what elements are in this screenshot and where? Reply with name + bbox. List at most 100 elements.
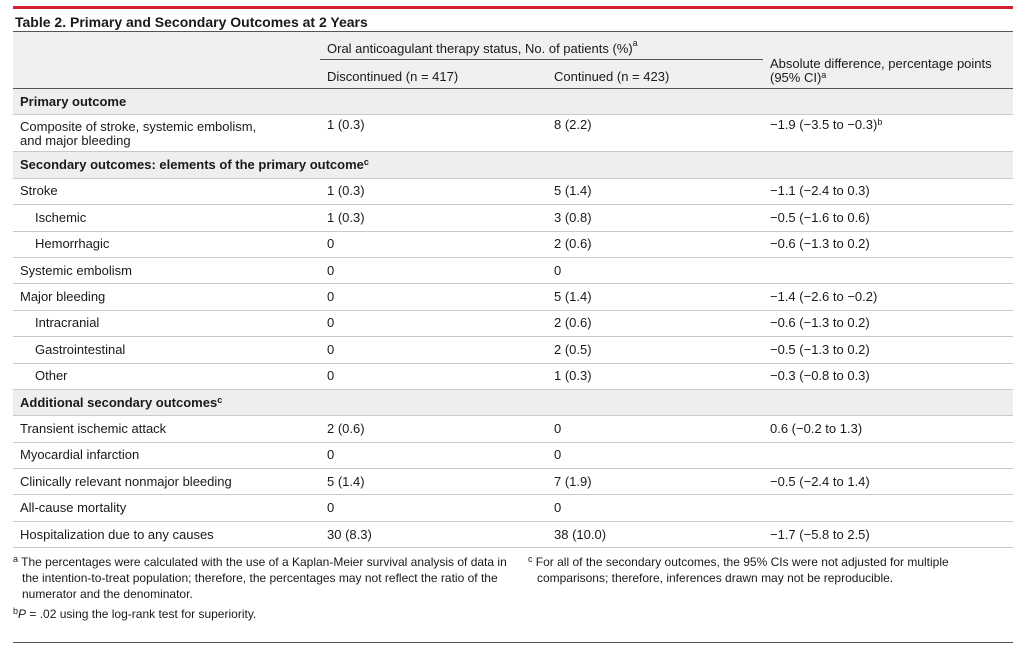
header-continued: Continued (n = 423) [547,59,763,89]
accent-rule [13,6,1013,9]
cell-value: 0 [327,236,335,252]
cell-discontinued: 0 [320,494,547,522]
cell-absolute-difference: −1.1 (−2.4 to 0.3) [763,178,1013,206]
cell-discontinued: 5 (1.4) [320,468,547,496]
cell-value: 1 (0.3) [327,183,365,199]
table-row: Ischemic 1 (0.3) 3 (0.8) −0.5 (−1.6 to 0.6) [13,204,1013,232]
row-label-text: Additional secondary outcomes [20,394,218,410]
table-row: Intracranial 0 2 (0.6) −0.6 (−1.3 to 0.2) [13,310,1013,338]
cell-discontinued: 0 [320,363,547,390]
cell-value: 2 (0.6) [554,236,592,252]
header-absolute-difference: Absolute difference, percentage points (9… [763,32,1013,89]
cell-discontinued: 30 (8.3) [320,521,547,549]
title-divider [13,31,1013,32]
cell-discontinued: 0 [320,310,547,338]
row-label-text: Hemorrhagic [35,236,110,252]
row-label: Additional secondary outcomesc [13,389,1013,417]
row-label-text: Composite of stroke, systemic embolism, [20,119,257,135]
cell-value: 0 [327,447,335,463]
row-label-text-line2: and major bleeding [20,133,131,149]
cell-absolute-difference [763,494,1013,522]
cell-value: −0.5 (−2.4 to 1.4) [770,473,870,489]
cell-value: 0 [554,262,562,278]
footnote-b-mark: b [13,606,19,617]
cell-value: −0.6 (−1.3 to 0.2) [770,236,870,252]
cell-continued: 2 (0.6) [547,231,763,258]
row-label: Ischemic [13,204,320,232]
footnote-a-text: The percentages were calculated with the… [21,555,507,602]
cell-continued: 0 [547,257,763,285]
cell-value: 0 [554,500,562,516]
cell-value: 5 (1.4) [554,183,592,199]
cell-continued: 5 (1.4) [547,283,763,311]
row-label-text: Secondary outcomes: elements of the prim… [20,157,364,173]
row-label-text: Systemic embolism [20,262,132,278]
cell-value: −1.9 (−3.5 to −0.3) [770,117,878,133]
cell-absolute-difference [763,442,1013,470]
table-row: Major bleeding 0 5 (1.4) −1.4 (−2.6 to −0.2… [13,283,1013,311]
cell-continued: 0 [547,415,763,443]
cell-value: 7 (1.9) [554,473,592,489]
row-label: Systemic embolism [13,257,320,285]
cell-value: 0 [327,289,335,305]
cell-absolute-difference: −0.5 (−1.6 to 0.6) [763,204,1013,232]
footnote-b: bP = .02 using the log-rank test for sup… [13,606,508,622]
cell-absolute-difference: −0.5 (−2.4 to 1.4) [763,468,1013,496]
cell-footnote-mark: b [877,117,883,128]
header-absdiff-line1: Absolute difference, percentage points [770,56,992,71]
table-row: Stroke 1 (0.3) 5 (1.4) −1.1 (−2.4 to 0.3) [13,178,1013,206]
footnote-a: a The percentages were calculated with t… [13,554,508,602]
cell-value: 30 (8.3) [327,526,372,542]
row-label: Myocardial infarction [13,442,320,470]
cell-continued: 5 (1.4) [547,178,763,206]
header-group-footnote-mark: a [632,38,638,48]
cell-absolute-difference: −1.9 (−3.5 to −0.3)b [763,114,1013,153]
cell-discontinued: 1 (0.3) [320,204,547,232]
row-label: Hemorrhagic [13,231,320,258]
row-label: Hospitalization due to any causes [13,521,320,549]
row-label: Secondary outcomes: elements of the prim… [13,151,1013,179]
table-row: Hemorrhagic 0 2 (0.6) −0.6 (−1.3 to 0.2) [13,231,1013,258]
row-label-text: Hospitalization due to any causes [20,526,214,542]
table-row: Composite of stroke, systemic embolism, a… [13,114,1013,153]
row-label-footnote-mark: c [363,157,369,168]
cell-value: 1 (0.3) [327,117,365,133]
cell-discontinued: 0 [320,336,547,364]
header-discontinued: Discontinued (n = 417) [320,59,547,89]
cell-absolute-difference: −1.7 (−5.8 to 2.5) [763,521,1013,549]
cell-discontinued: 0 [320,283,547,311]
cell-value: 0 [554,447,562,463]
cell-absolute-difference: −0.3 (−0.8 to 0.3) [763,363,1013,390]
cell-value: 0 [327,315,335,331]
bottom-divider [13,642,1013,643]
row-label: Composite of stroke, systemic embolism, a… [13,114,320,153]
cell-absolute-difference: −0.5 (−1.3 to 0.2) [763,336,1013,364]
cell-value: −1.4 (−2.6 to −0.2) [770,289,878,305]
cell-value: 38 (10.0) [554,526,607,542]
cell-continued: 0 [547,494,763,522]
cell-value: 0.6 (−0.2 to 1.3) [770,420,863,436]
cell-continued: 2 (0.5) [547,336,763,364]
table-row: Hospitalization due to any causes 30 (8.3… [13,521,1013,549]
row-label-text: Transient ischemic attack [20,420,167,436]
table-row: Gastrointestinal 0 2 (0.5) −0.5 (−1.3 to 0.… [13,336,1013,364]
row-label-text: Gastrointestinal [35,341,126,357]
cell-absolute-difference: −1.4 (−2.6 to −0.2) [763,283,1013,311]
cell-continued: 3 (0.8) [547,204,763,232]
row-label-text: Primary outcome [20,93,127,109]
cell-value: 8 (2.2) [554,117,592,133]
header-group-label: Oral anticoagulant therapy status, No. o… [320,32,763,60]
cell-continued: 38 (10.0) [547,521,763,549]
cell-value: −0.5 (−1.3 to 0.2) [770,341,870,357]
row-label-text: Clinically relevant nonmajor bleeding [20,473,232,489]
cell-value: −1.7 (−5.8 to 2.5) [770,526,870,542]
section-header-row: Secondary outcomes: elements of the prim… [13,151,1013,179]
cell-value: 3 (0.8) [554,209,592,225]
footnote-c: c For all of the secondary outcomes, the… [528,554,1013,586]
table-row: Systemic embolism 0 0 [13,257,1013,285]
cell-value: 2 (0.6) [327,420,365,436]
cell-absolute-difference: −0.6 (−1.3 to 0.2) [763,231,1013,258]
outcomes-table: Oral anticoagulant therapy status, No. o… [13,32,1013,549]
cell-absolute-difference: −0.6 (−1.3 to 0.2) [763,310,1013,338]
section-header-row: Primary outcome [13,88,1013,116]
